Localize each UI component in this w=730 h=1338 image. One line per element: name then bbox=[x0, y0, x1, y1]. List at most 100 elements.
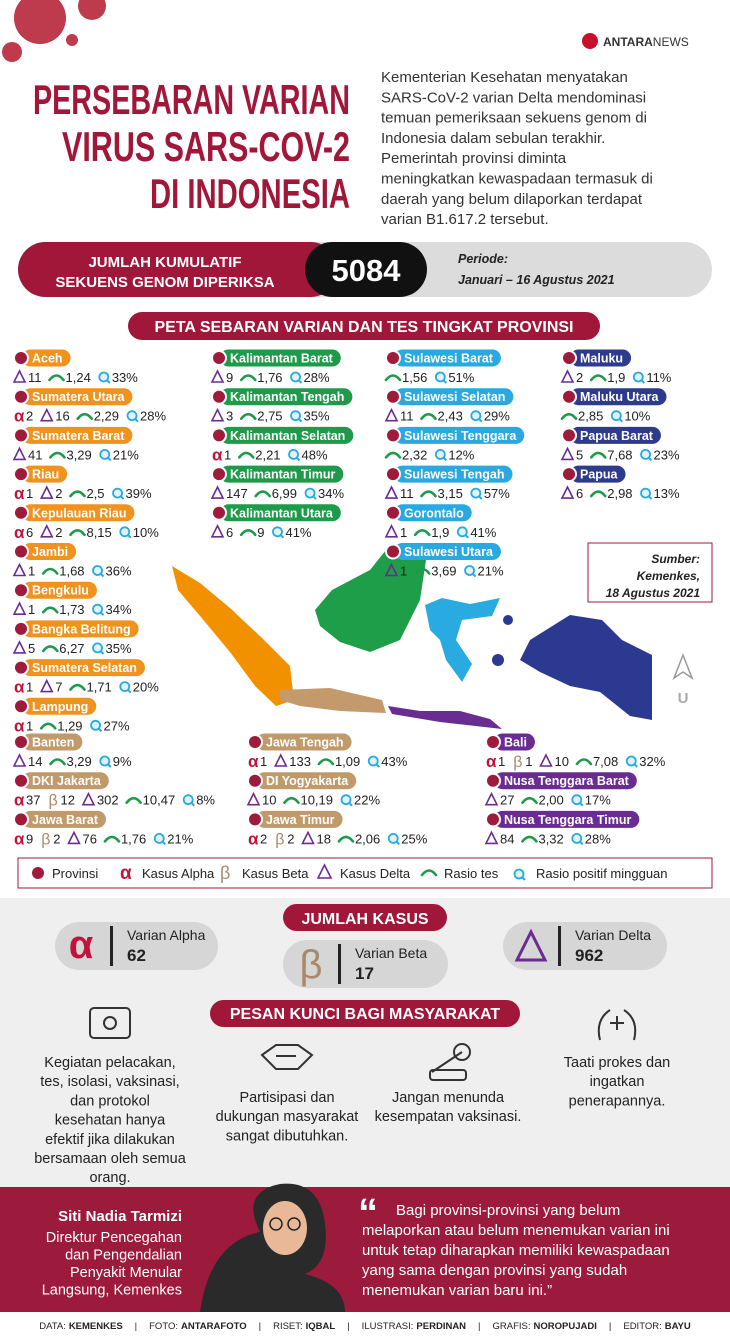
credit-label: DATA: bbox=[39, 1321, 66, 1332]
footer-separator: | bbox=[259, 1321, 261, 1332]
delta-icon bbox=[560, 485, 575, 499]
positive-icon bbox=[625, 755, 637, 767]
province-label-bg bbox=[570, 426, 661, 444]
legend-symbol: β bbox=[220, 863, 230, 883]
province-name: Bali bbox=[504, 736, 527, 750]
province-delta: 27 bbox=[500, 793, 514, 808]
alpha-symbol: α bbox=[248, 752, 259, 771]
province-ratio: 8,15 bbox=[86, 525, 111, 540]
province-name: Sumatera Utara bbox=[32, 390, 125, 404]
province-name: Sumatera Barat bbox=[32, 429, 125, 443]
positive-icon bbox=[106, 379, 111, 384]
province-label-bg bbox=[220, 388, 353, 406]
messages-title-bg bbox=[210, 1000, 520, 1027]
province-name: DKI Jakarta bbox=[32, 774, 102, 788]
ratio-icon bbox=[76, 412, 94, 420]
source-line: Sumber: bbox=[651, 552, 700, 566]
credit-value: ANTARAFOTO bbox=[181, 1321, 247, 1332]
positive-icon bbox=[633, 763, 638, 768]
case-value: 17 bbox=[355, 964, 374, 983]
province-delta: 5 bbox=[576, 447, 583, 462]
province-label-bg bbox=[256, 810, 343, 828]
map-title: PETA SEBARAN VARIAN DAN TES TINGKAT PROV… bbox=[155, 319, 574, 336]
province-positive: 41% bbox=[470, 525, 496, 540]
province-icon bbox=[13, 620, 29, 637]
province-alpha: 2 bbox=[26, 409, 33, 424]
province-alpha: 1 bbox=[26, 718, 33, 733]
logo: ANTARANEWS bbox=[603, 35, 689, 49]
province-label-bg bbox=[494, 772, 637, 790]
province-ratio: 1,73 bbox=[59, 602, 84, 617]
province-delta: 10 bbox=[554, 754, 568, 769]
source-line: 18 Agustus 2021 bbox=[606, 586, 701, 600]
province-ratio: 10,19 bbox=[300, 793, 333, 808]
ratio-icon bbox=[521, 835, 538, 843]
intro-line: SARS-CoV-2 varian Delta mendominasi bbox=[381, 89, 646, 106]
positive-icon bbox=[304, 487, 316, 499]
positive-icon bbox=[119, 495, 125, 500]
province-label-bg bbox=[394, 543, 501, 560]
ratio-icon bbox=[41, 567, 59, 575]
province-label-bg bbox=[256, 772, 357, 790]
alpha-symbol: α bbox=[212, 445, 223, 464]
province-icon bbox=[385, 504, 401, 521]
province-alpha: 2 bbox=[260, 831, 267, 846]
delta-icon bbox=[210, 485, 225, 499]
province-ratio: 3,29 bbox=[66, 754, 91, 769]
case-symbol: α bbox=[69, 923, 94, 967]
message-icons bbox=[89, 1007, 637, 1081]
positive-icon bbox=[464, 534, 470, 539]
ratio-icon bbox=[589, 451, 607, 459]
province-label-bg bbox=[570, 388, 667, 406]
quote-name: Siti Nadia Tarmizi bbox=[58, 1208, 182, 1225]
delta-icon bbox=[12, 446, 27, 461]
delta-icon bbox=[384, 562, 399, 577]
divider bbox=[558, 926, 561, 966]
positive-icon bbox=[112, 487, 123, 499]
legend-label: Rasio tes bbox=[444, 866, 499, 881]
alpha-symbol: α bbox=[14, 829, 25, 848]
province-positive: 48% bbox=[302, 447, 328, 462]
positive-icon bbox=[478, 495, 483, 500]
credit-label: FOTO: bbox=[149, 1321, 178, 1332]
beta-symbol: β bbox=[41, 831, 50, 848]
message-line: Jangan menunda bbox=[392, 1090, 505, 1106]
positive-icon bbox=[618, 417, 624, 423]
province-icon bbox=[30, 865, 46, 881]
cases-title: JUMLAH KASUS bbox=[301, 911, 428, 928]
province-icon bbox=[211, 427, 227, 444]
province-alpha: 1 bbox=[498, 754, 505, 769]
virus-decoration bbox=[2, 0, 106, 62]
delta-icon bbox=[560, 446, 575, 461]
ratio-icon bbox=[41, 645, 59, 653]
delta-icon bbox=[39, 678, 54, 693]
province-positive: 28% bbox=[304, 370, 330, 385]
province-ratio: 1,71 bbox=[86, 680, 111, 695]
alpha-symbol: α bbox=[14, 407, 25, 426]
province-ratio: 9 bbox=[257, 525, 264, 540]
ratio-icon bbox=[589, 374, 607, 382]
province-name: Kalimantan Selatan bbox=[230, 429, 345, 443]
compass-label: U bbox=[678, 690, 689, 707]
delta-icon bbox=[210, 407, 225, 422]
positive-icon bbox=[90, 719, 101, 731]
province-icon bbox=[13, 543, 29, 560]
province-ratio: 7,08 bbox=[593, 754, 618, 769]
positive-icon bbox=[97, 727, 103, 733]
province-positive: 21% bbox=[167, 831, 193, 846]
province-icon bbox=[13, 504, 29, 521]
province-positive: 9% bbox=[113, 754, 132, 769]
province-delta: 2 bbox=[55, 525, 62, 540]
legend-box bbox=[17, 857, 713, 889]
province-icon bbox=[13, 388, 29, 405]
positive-icon bbox=[119, 681, 131, 692]
icon-vaccine bbox=[429, 1043, 471, 1081]
title-line: DI INDONESIA bbox=[150, 170, 350, 217]
province-icon bbox=[13, 811, 29, 828]
province-label-bg bbox=[494, 733, 535, 751]
ratio-icon bbox=[420, 412, 437, 420]
positive-icon bbox=[647, 456, 653, 462]
province-positive: 27% bbox=[104, 718, 130, 733]
summary-label: SEKUENS GENOM DIPERIKSA bbox=[55, 274, 274, 291]
